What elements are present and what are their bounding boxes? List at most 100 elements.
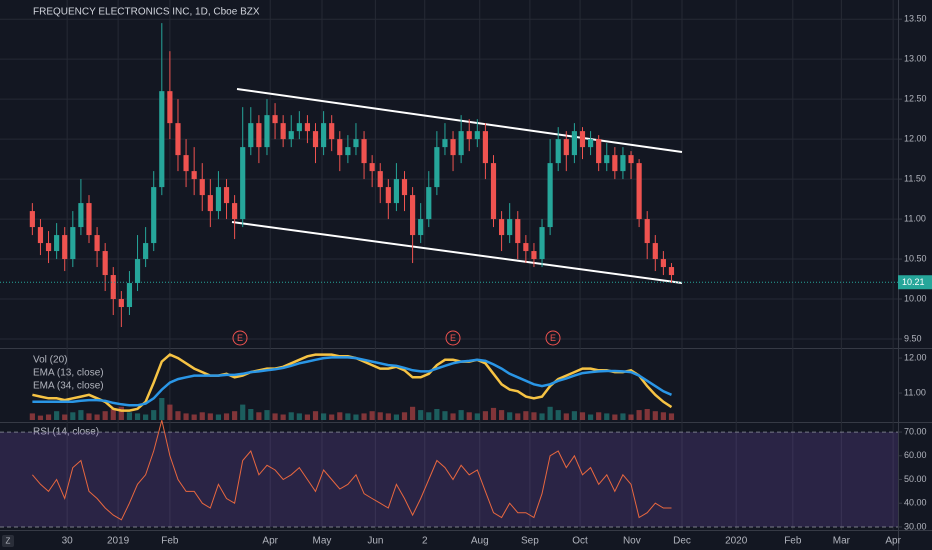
candle-body: [256, 123, 262, 148]
candle-body: [70, 227, 76, 260]
candle-body: [660, 259, 666, 268]
volume-bar: [126, 412, 133, 420]
candle-body: [442, 139, 448, 148]
volume-bar: [54, 411, 60, 420]
candle-body: [280, 123, 286, 140]
candle-body: [167, 91, 173, 124]
volume-bar: [490, 407, 497, 420]
candle-body: [498, 219, 505, 236]
candle-body: [426, 187, 432, 220]
volume-bar: [296, 413, 302, 420]
candle-body: [652, 243, 658, 260]
volume-bar: [223, 413, 230, 420]
candle-body: [110, 275, 116, 300]
y-tick-label: 30.00: [904, 521, 927, 531]
candle-body: [304, 123, 311, 132]
x-tick-label: 2019: [107, 536, 130, 547]
candle-body: [151, 187, 157, 244]
volume-bar: [272, 413, 278, 420]
last-price-label: 10.21: [902, 277, 925, 287]
volume-bar: [70, 412, 76, 420]
trend-line-lower: [231, 221, 683, 284]
y-tick-label: 70.00: [904, 426, 927, 436]
footer-icon-box[interactable]: [2, 535, 14, 547]
volume-bar: [232, 411, 238, 420]
candle-body: [143, 243, 149, 260]
earnings-marker[interactable]: E: [545, 330, 561, 346]
volume-bar: [361, 413, 367, 420]
candle-body: [474, 131, 480, 140]
candle-body: [175, 123, 181, 156]
candle-body: [102, 251, 108, 276]
candle-body: [288, 131, 294, 140]
volume-bar: [393, 414, 400, 420]
x-tick-label: Aug: [471, 536, 489, 547]
volume-bar: [571, 411, 577, 420]
series-line: [32, 420, 672, 521]
volume-bar: [353, 414, 359, 420]
earnings-circle: [545, 330, 561, 346]
x-tick-label: Oct: [572, 536, 588, 547]
volume-bar: [458, 410, 464, 420]
chart-title: FREQUENCY ELECTRONICS INC, 1D, Cboe BZX: [33, 7, 260, 18]
earnings-marker[interactable]: E: [232, 330, 248, 346]
candle-body: [466, 131, 472, 140]
candle-body: [329, 123, 335, 140]
volume-bar: [191, 414, 197, 420]
y-tick-label: 10.00: [904, 293, 927, 303]
candle-body: [215, 187, 222, 212]
volume-bar: [498, 410, 505, 420]
volume-bar: [507, 412, 513, 420]
x-tick-label: Apr: [262, 536, 278, 547]
volume-bar: [264, 410, 270, 420]
volume-bar: [450, 413, 456, 420]
candle-body: [54, 235, 60, 252]
candle-body: [555, 139, 561, 164]
candle-body: [490, 163, 497, 220]
x-tick-label: 2020: [725, 536, 748, 547]
volume-bar: [652, 411, 658, 420]
volume-bar: [539, 413, 545, 420]
volume-bar: [110, 409, 116, 420]
x-tick-label: Sep: [521, 536, 539, 547]
candle-body: [612, 155, 618, 172]
volume-bar: [401, 412, 408, 420]
volume-bar: [587, 414, 594, 420]
earnings-circle: [232, 330, 248, 346]
candle-body: [385, 187, 391, 204]
volume-bar: [312, 411, 319, 420]
earnings-marker[interactable]: E: [445, 330, 461, 346]
volume-bar: [612, 414, 618, 420]
volume-bar: [604, 413, 610, 420]
candle-body: [434, 147, 440, 188]
volume-bar: [523, 411, 529, 420]
candle-body: [636, 163, 642, 220]
x-tick-label: Nov: [623, 536, 641, 547]
x-tick-label: Jun: [367, 536, 383, 547]
volume-bar: [547, 406, 553, 420]
x-tick-label: 30: [62, 536, 74, 547]
candle-body: [668, 267, 675, 276]
volume-bar: [29, 413, 35, 420]
volume-bar: [636, 410, 642, 420]
volume-bar: [418, 410, 424, 420]
candle-body: [369, 163, 375, 172]
volume-bar: [668, 413, 675, 420]
candle-body: [515, 219, 521, 244]
volume-bar: [280, 414, 286, 420]
candle-body: [401, 179, 408, 196]
candle-body: [78, 203, 84, 228]
last-price-box: [898, 275, 932, 290]
candle-body: [628, 155, 634, 164]
footer-icon[interactable]: Z: [6, 537, 11, 546]
y-tick-label: 50.00: [904, 474, 927, 484]
candle-body: [272, 115, 278, 124]
y-tick-label: 60.00: [904, 450, 927, 460]
volume-bar: [434, 409, 440, 420]
y-tick-label: 12.00: [904, 133, 927, 143]
candle-body: [377, 171, 383, 188]
y-tick-label: 12.50: [904, 94, 927, 104]
x-tick-label: Mar: [833, 536, 851, 547]
candle-body: [353, 139, 359, 148]
